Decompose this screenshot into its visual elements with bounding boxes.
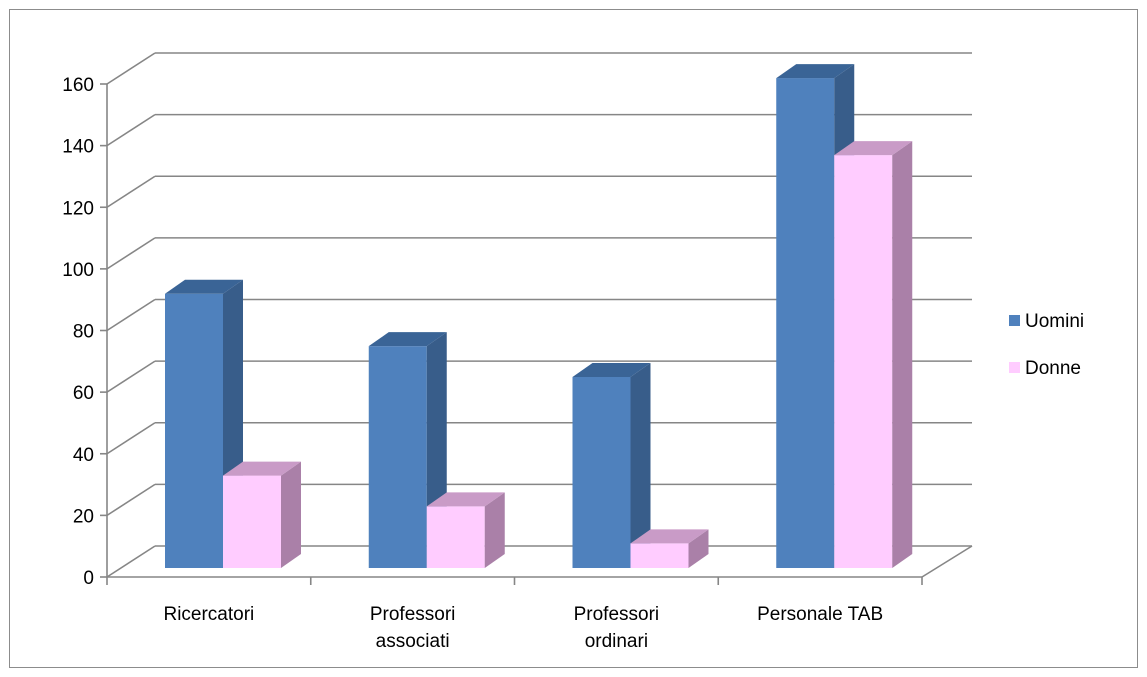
y-tick-label: 140 xyxy=(62,137,94,158)
bar-top xyxy=(223,461,301,476)
gridline-side xyxy=(106,483,156,517)
y-tick-label: 0 xyxy=(83,568,94,589)
floor-edge xyxy=(921,545,973,578)
legend-swatch xyxy=(1009,315,1020,326)
y-tick-label: 40 xyxy=(73,445,94,466)
y-tick-label: 60 xyxy=(73,383,94,404)
bar-front xyxy=(572,376,631,568)
gridline-side xyxy=(106,360,156,393)
gridline-side xyxy=(106,237,156,270)
tick-labels: 0 20 40 60 80 100 120 140 160 xyxy=(62,75,94,589)
category-label: Personale TAB xyxy=(757,604,883,625)
legend-swatch xyxy=(1009,362,1020,373)
gridline-side xyxy=(106,422,156,455)
category-label: Professori xyxy=(574,604,660,625)
legend-label: Uomini xyxy=(1025,311,1084,332)
bar-front xyxy=(368,346,427,568)
bar-front xyxy=(426,506,485,568)
bar-top xyxy=(426,492,505,507)
bar-front xyxy=(165,293,223,568)
y-tick-label: 120 xyxy=(62,198,94,219)
bar-side xyxy=(892,141,913,569)
bar-top xyxy=(165,279,243,294)
bar-front xyxy=(223,475,281,568)
bar-top xyxy=(776,64,855,79)
gridline-side xyxy=(106,175,156,208)
gridline-side xyxy=(106,298,156,332)
bar-side xyxy=(281,461,301,568)
category-label: Ricercatori xyxy=(163,604,254,625)
y-tick-label: 20 xyxy=(73,506,94,527)
bar-top xyxy=(572,362,651,377)
gridline-side xyxy=(106,52,156,85)
legend-label: Donne xyxy=(1025,358,1081,379)
category-label: ordinari xyxy=(585,631,648,652)
y-tick-label: 80 xyxy=(73,322,94,343)
gridline-side xyxy=(106,113,156,147)
gridline-side xyxy=(106,545,156,578)
bar-top xyxy=(630,529,709,544)
bar-side xyxy=(484,492,505,568)
category-label: associati xyxy=(376,631,450,652)
bar-side xyxy=(688,529,709,568)
y-tick-label: 160 xyxy=(62,75,94,96)
bar-front xyxy=(630,543,689,568)
axes xyxy=(100,83,923,585)
bars xyxy=(165,64,913,569)
category-label: Professori xyxy=(370,604,456,625)
bar-front xyxy=(834,155,893,569)
bar-front xyxy=(776,78,835,569)
bar-top xyxy=(834,141,913,156)
bar-top xyxy=(368,332,447,347)
legend: Uomini Donne xyxy=(1009,311,1084,379)
category-labels: Ricercatori Professori associati Professori… xyxy=(163,604,883,652)
bar-side xyxy=(630,362,651,568)
y-tick-label: 100 xyxy=(62,260,94,281)
